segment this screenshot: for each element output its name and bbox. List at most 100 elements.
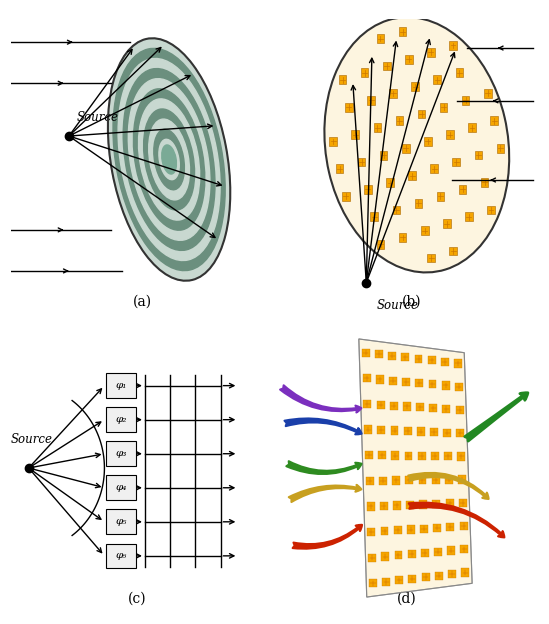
FancyBboxPatch shape [458, 475, 466, 484]
FancyBboxPatch shape [391, 451, 399, 460]
Ellipse shape [159, 139, 180, 180]
Ellipse shape [154, 129, 184, 190]
FancyBboxPatch shape [461, 568, 469, 577]
Ellipse shape [138, 99, 200, 220]
FancyBboxPatch shape [396, 117, 403, 125]
FancyBboxPatch shape [468, 124, 476, 132]
FancyBboxPatch shape [392, 476, 400, 485]
FancyBboxPatch shape [428, 356, 436, 364]
FancyBboxPatch shape [345, 103, 353, 112]
FancyBboxPatch shape [422, 573, 429, 582]
FancyBboxPatch shape [395, 576, 403, 585]
FancyBboxPatch shape [431, 452, 439, 460]
FancyBboxPatch shape [404, 427, 412, 435]
FancyBboxPatch shape [444, 452, 452, 461]
FancyBboxPatch shape [390, 426, 399, 435]
FancyBboxPatch shape [106, 544, 136, 568]
FancyBboxPatch shape [434, 548, 442, 556]
Ellipse shape [144, 109, 194, 210]
FancyBboxPatch shape [430, 428, 438, 436]
FancyBboxPatch shape [379, 477, 387, 485]
FancyBboxPatch shape [417, 427, 425, 436]
Text: φ₅: φ₅ [115, 517, 126, 526]
FancyBboxPatch shape [393, 205, 400, 215]
FancyBboxPatch shape [421, 226, 429, 235]
Text: Source: Source [377, 299, 418, 312]
Text: Source: Source [77, 111, 119, 124]
FancyBboxPatch shape [364, 426, 372, 434]
FancyBboxPatch shape [106, 509, 136, 534]
FancyBboxPatch shape [383, 62, 390, 71]
FancyBboxPatch shape [465, 212, 473, 221]
FancyBboxPatch shape [484, 89, 491, 98]
Ellipse shape [118, 59, 220, 260]
FancyBboxPatch shape [406, 501, 414, 509]
FancyBboxPatch shape [405, 476, 413, 484]
FancyBboxPatch shape [436, 192, 444, 201]
FancyBboxPatch shape [363, 400, 371, 408]
FancyBboxPatch shape [367, 528, 376, 536]
FancyBboxPatch shape [361, 69, 368, 77]
FancyBboxPatch shape [446, 523, 455, 531]
FancyBboxPatch shape [459, 499, 467, 507]
FancyBboxPatch shape [380, 502, 388, 510]
Text: (b): (b) [402, 295, 422, 309]
Ellipse shape [108, 38, 230, 281]
FancyBboxPatch shape [421, 548, 429, 557]
FancyBboxPatch shape [376, 376, 384, 384]
FancyBboxPatch shape [432, 476, 440, 484]
Ellipse shape [123, 69, 215, 250]
FancyBboxPatch shape [365, 451, 373, 459]
FancyBboxPatch shape [371, 212, 378, 222]
FancyBboxPatch shape [456, 406, 463, 414]
Ellipse shape [113, 49, 225, 271]
FancyBboxPatch shape [441, 358, 449, 366]
FancyBboxPatch shape [380, 151, 388, 160]
FancyBboxPatch shape [373, 124, 381, 132]
FancyBboxPatch shape [462, 96, 469, 105]
FancyBboxPatch shape [377, 34, 384, 43]
FancyBboxPatch shape [424, 137, 432, 146]
FancyBboxPatch shape [497, 144, 504, 153]
FancyBboxPatch shape [363, 374, 371, 383]
FancyBboxPatch shape [447, 547, 455, 555]
FancyBboxPatch shape [440, 103, 447, 112]
FancyBboxPatch shape [416, 403, 424, 411]
FancyBboxPatch shape [481, 178, 489, 187]
FancyBboxPatch shape [430, 164, 438, 173]
FancyBboxPatch shape [418, 110, 425, 119]
FancyBboxPatch shape [339, 76, 346, 84]
FancyBboxPatch shape [408, 575, 416, 583]
FancyBboxPatch shape [407, 525, 415, 534]
FancyBboxPatch shape [414, 354, 423, 363]
FancyBboxPatch shape [449, 41, 457, 50]
FancyBboxPatch shape [106, 441, 136, 466]
FancyBboxPatch shape [402, 144, 410, 153]
FancyBboxPatch shape [408, 172, 416, 180]
FancyBboxPatch shape [367, 96, 375, 105]
FancyBboxPatch shape [490, 117, 498, 125]
FancyBboxPatch shape [369, 579, 377, 587]
FancyBboxPatch shape [405, 55, 413, 64]
FancyBboxPatch shape [448, 570, 456, 578]
FancyBboxPatch shape [416, 379, 423, 388]
FancyBboxPatch shape [399, 27, 406, 36]
FancyBboxPatch shape [418, 452, 425, 460]
FancyBboxPatch shape [420, 525, 428, 533]
FancyBboxPatch shape [443, 429, 451, 437]
FancyBboxPatch shape [366, 477, 374, 485]
FancyBboxPatch shape [487, 205, 495, 214]
Text: φ₆: φ₆ [115, 552, 126, 560]
Text: φ₄: φ₄ [115, 483, 126, 492]
FancyBboxPatch shape [411, 82, 419, 91]
FancyBboxPatch shape [429, 380, 436, 388]
Text: (c): (c) [128, 592, 147, 605]
FancyBboxPatch shape [433, 524, 441, 532]
FancyBboxPatch shape [459, 185, 466, 194]
FancyBboxPatch shape [382, 578, 390, 586]
FancyBboxPatch shape [450, 246, 457, 255]
FancyBboxPatch shape [393, 501, 401, 510]
FancyBboxPatch shape [342, 192, 350, 201]
FancyBboxPatch shape [429, 404, 437, 412]
FancyBboxPatch shape [445, 475, 453, 484]
